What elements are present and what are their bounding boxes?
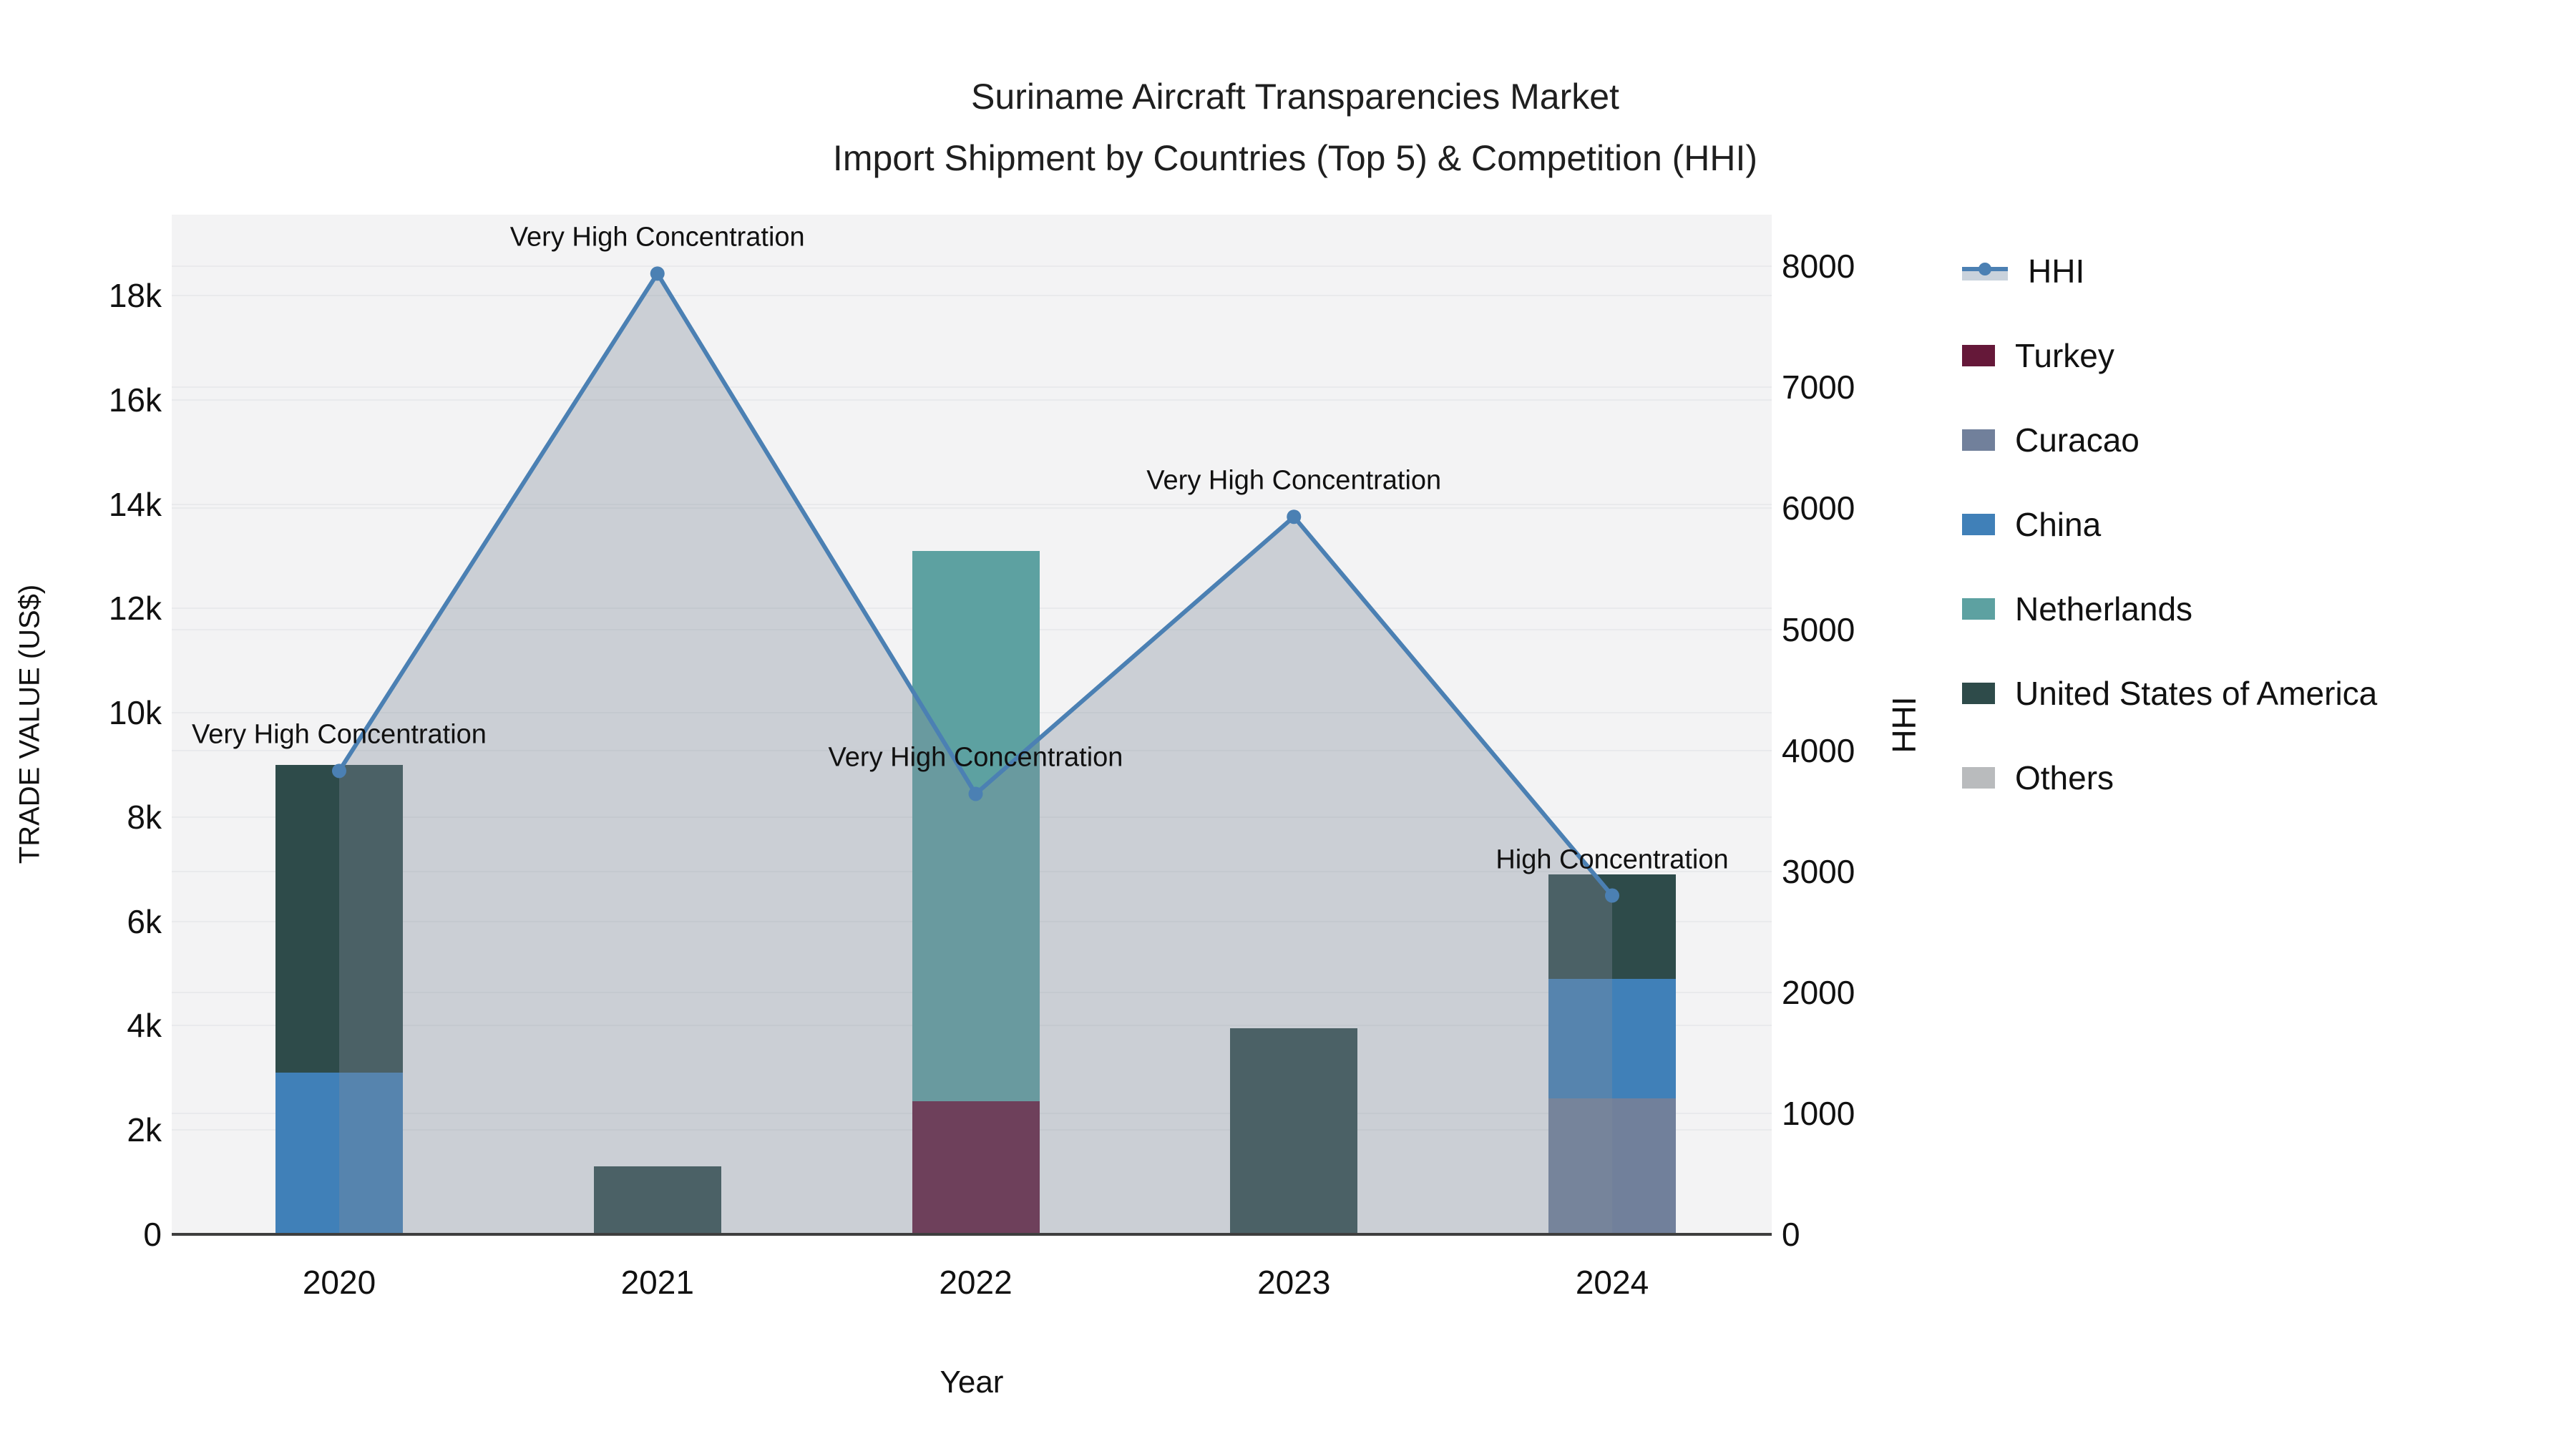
legend-swatch-others <box>1962 767 1995 789</box>
legend-item-curacao[interactable]: Curacao <box>1962 401 2140 479</box>
y-right-tick-1000: 1000 <box>1782 1094 1855 1132</box>
y-left-tick-0: 0 <box>143 1216 162 1253</box>
legend-label-china: China <box>2015 506 2102 543</box>
y-left-tick-2k: 2k <box>127 1111 162 1149</box>
y-left-tick-12k: 12k <box>108 590 162 628</box>
annotation-2023: Very High Concentration <box>1146 465 1442 496</box>
legend-swatch-united-states-of-america <box>1962 683 1995 704</box>
y-left-tick-16k: 16k <box>108 381 162 419</box>
bar-segment-curacao-2024[interactable] <box>1548 1098 1676 1234</box>
annotation-2022: Very High Concentration <box>828 742 1123 773</box>
x-tick-2024: 2024 <box>1575 1264 1649 1301</box>
legend-swatch-netherlands <box>1962 598 1995 620</box>
legend-swatch-turkey <box>1962 345 1995 366</box>
x-axis-line <box>172 1233 1772 1236</box>
y-right-tick-4000: 4000 <box>1782 731 1855 769</box>
hhi-marker-2024[interactable] <box>1605 888 1619 903</box>
x-tick-2020: 2020 <box>302 1264 376 1301</box>
y-left-tick-18k: 18k <box>108 276 162 314</box>
hhi-marker-2023[interactable] <box>1287 509 1302 525</box>
legend-item-united-states-of-america[interactable]: United States of America <box>1962 654 2377 733</box>
legend-label-united-states-of-america: United States of America <box>2015 675 2378 712</box>
y-right-tick-7000: 7000 <box>1782 369 1855 406</box>
legend-swatch-curacao <box>1962 429 1995 451</box>
gridline-hhi-6000 <box>172 507 1772 509</box>
bar-segment-united-states-of-america-2023[interactable] <box>1230 1028 1358 1234</box>
y-right-tick-8000: 8000 <box>1782 248 1855 286</box>
gridline-hhi-8000 <box>172 265 1772 268</box>
y-left-tick-4k: 4k <box>127 1007 162 1045</box>
legend-item-netherlands[interactable]: Netherlands <box>1962 570 2192 648</box>
y-right-tick-6000: 6000 <box>1782 489 1855 527</box>
hhi-marker-2020[interactable] <box>332 763 346 779</box>
legend-label-turkey: Turkey <box>2015 337 2114 374</box>
y-right-tick-5000: 5000 <box>1782 610 1855 648</box>
gridline-trade-14000 <box>172 503 1772 505</box>
legend-item-others[interactable]: Others <box>1962 738 2114 817</box>
legend-hhi-line-icon <box>1962 259 2008 283</box>
annotation-2021: Very High Concentration <box>509 222 805 253</box>
legend-item-hhi[interactable]: HHI <box>1962 232 2084 311</box>
annotation-2020: Very High Concentration <box>192 719 487 750</box>
legend-label-netherlands: Netherlands <box>2015 590 2193 628</box>
y-left-tick-10k: 10k <box>108 694 162 732</box>
y-axis-title-left: TRADE VALUE (US$) <box>14 584 46 864</box>
legend-swatch-china <box>1962 514 1995 535</box>
legend-label-others: Others <box>2015 759 2114 796</box>
hhi-marker-2022[interactable] <box>968 786 983 801</box>
y-left-tick-14k: 14k <box>108 485 162 523</box>
legend-hhi-marker-dot <box>1979 263 1991 275</box>
legend-item-china[interactable]: China <box>1962 485 2101 564</box>
y-left-tick-8k: 8k <box>127 798 162 836</box>
gridline-trade-18000 <box>172 294 1772 296</box>
x-axis-title: Year <box>940 1365 1004 1400</box>
chart-title-line-2: Import Shipment by Countries (Top 5) & C… <box>832 138 1758 178</box>
y-right-tick-3000: 3000 <box>1782 852 1855 890</box>
bar-segment-china-2020[interactable] <box>275 1073 403 1234</box>
chart-title: Suriname Aircraft Transparencies Market … <box>833 66 1757 189</box>
bar-segment-turkey-2022[interactable] <box>912 1101 1040 1234</box>
x-tick-2021: 2021 <box>620 1264 694 1301</box>
y-left-tick-6k: 6k <box>127 902 162 940</box>
legend-item-turkey[interactable]: Turkey <box>1962 316 2114 395</box>
bar-segment-united-states-of-america-2021[interactable] <box>593 1166 721 1234</box>
legend-label-curacao: Curacao <box>2015 421 2140 459</box>
gridline-hhi-7000 <box>172 386 1772 389</box>
y-right-tick-2000: 2000 <box>1782 973 1855 1011</box>
legend-label-hhi: HHI <box>2028 253 2085 290</box>
hhi-marker-2021[interactable] <box>650 266 665 281</box>
y-axis-title-right: HHI <box>1885 696 1923 753</box>
chart-title-line-1: Suriname Aircraft Transparencies Market <box>971 77 1619 117</box>
x-tick-2023: 2023 <box>1257 1264 1331 1301</box>
gridline-trade-16000 <box>172 399 1772 401</box>
annotation-2024: High Concentration <box>1496 844 1729 875</box>
x-tick-2022: 2022 <box>939 1264 1013 1301</box>
y-right-tick-0: 0 <box>1782 1216 1800 1253</box>
